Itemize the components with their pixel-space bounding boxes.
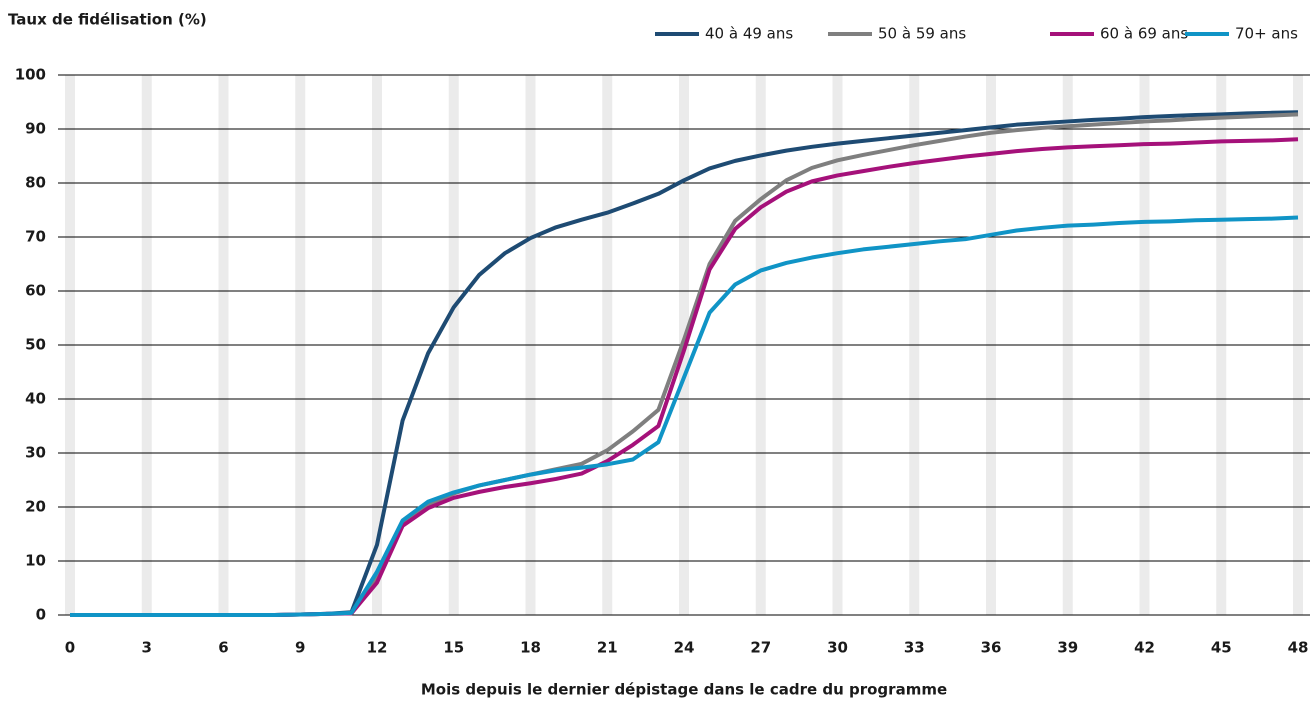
legend-label: 70+ ans [1235, 25, 1298, 43]
x-tick-label: 15 [443, 639, 464, 657]
series-line [70, 215, 1299, 617]
x-tick-label: 42 [1134, 639, 1155, 657]
legend-label: 40 à 49 ans [705, 25, 793, 43]
x-tick-label: 27 [750, 639, 771, 657]
x-tick-label: 12 [367, 639, 388, 657]
legend-label: 50 à 59 ans [878, 25, 966, 43]
y-tick-label: 50 [25, 336, 46, 354]
x-tick-label: 21 [597, 639, 618, 657]
y-tick-label: 20 [25, 498, 46, 516]
legend-label: 60 à 69 ans [1100, 25, 1188, 43]
x-tick-label: 30 [827, 639, 848, 657]
y-tick-label: 40 [25, 390, 46, 408]
x-tick-label: 0 [65, 639, 75, 657]
y-tick-label: 10 [25, 552, 46, 570]
x-tick-label: 6 [218, 639, 228, 657]
y-tick-label: 0 [36, 606, 46, 624]
x-tick-label: 39 [1057, 639, 1078, 657]
x-axis-title: Mois depuis le dernier dépistage dans le… [421, 681, 947, 699]
x-tick-label: 33 [904, 639, 925, 657]
x-tick-label: 45 [1211, 639, 1232, 657]
x-tick-label: 9 [295, 639, 305, 657]
x-tick-label: 36 [981, 639, 1002, 657]
x-tick-label: 18 [520, 639, 541, 657]
y-tick-label: 70 [25, 228, 46, 246]
y-tick-label: 80 [25, 174, 46, 192]
chart-title: Taux de fidélisation (%) [8, 11, 207, 29]
x-tick-label: 48 [1288, 639, 1309, 657]
y-tick-label: 100 [15, 66, 46, 84]
y-tick-label: 60 [25, 282, 46, 300]
y-tick-label: 30 [25, 444, 46, 462]
y-tick-label: 90 [25, 120, 46, 138]
x-tick-label: 3 [142, 639, 152, 657]
x-tick-label: 24 [674, 639, 695, 657]
